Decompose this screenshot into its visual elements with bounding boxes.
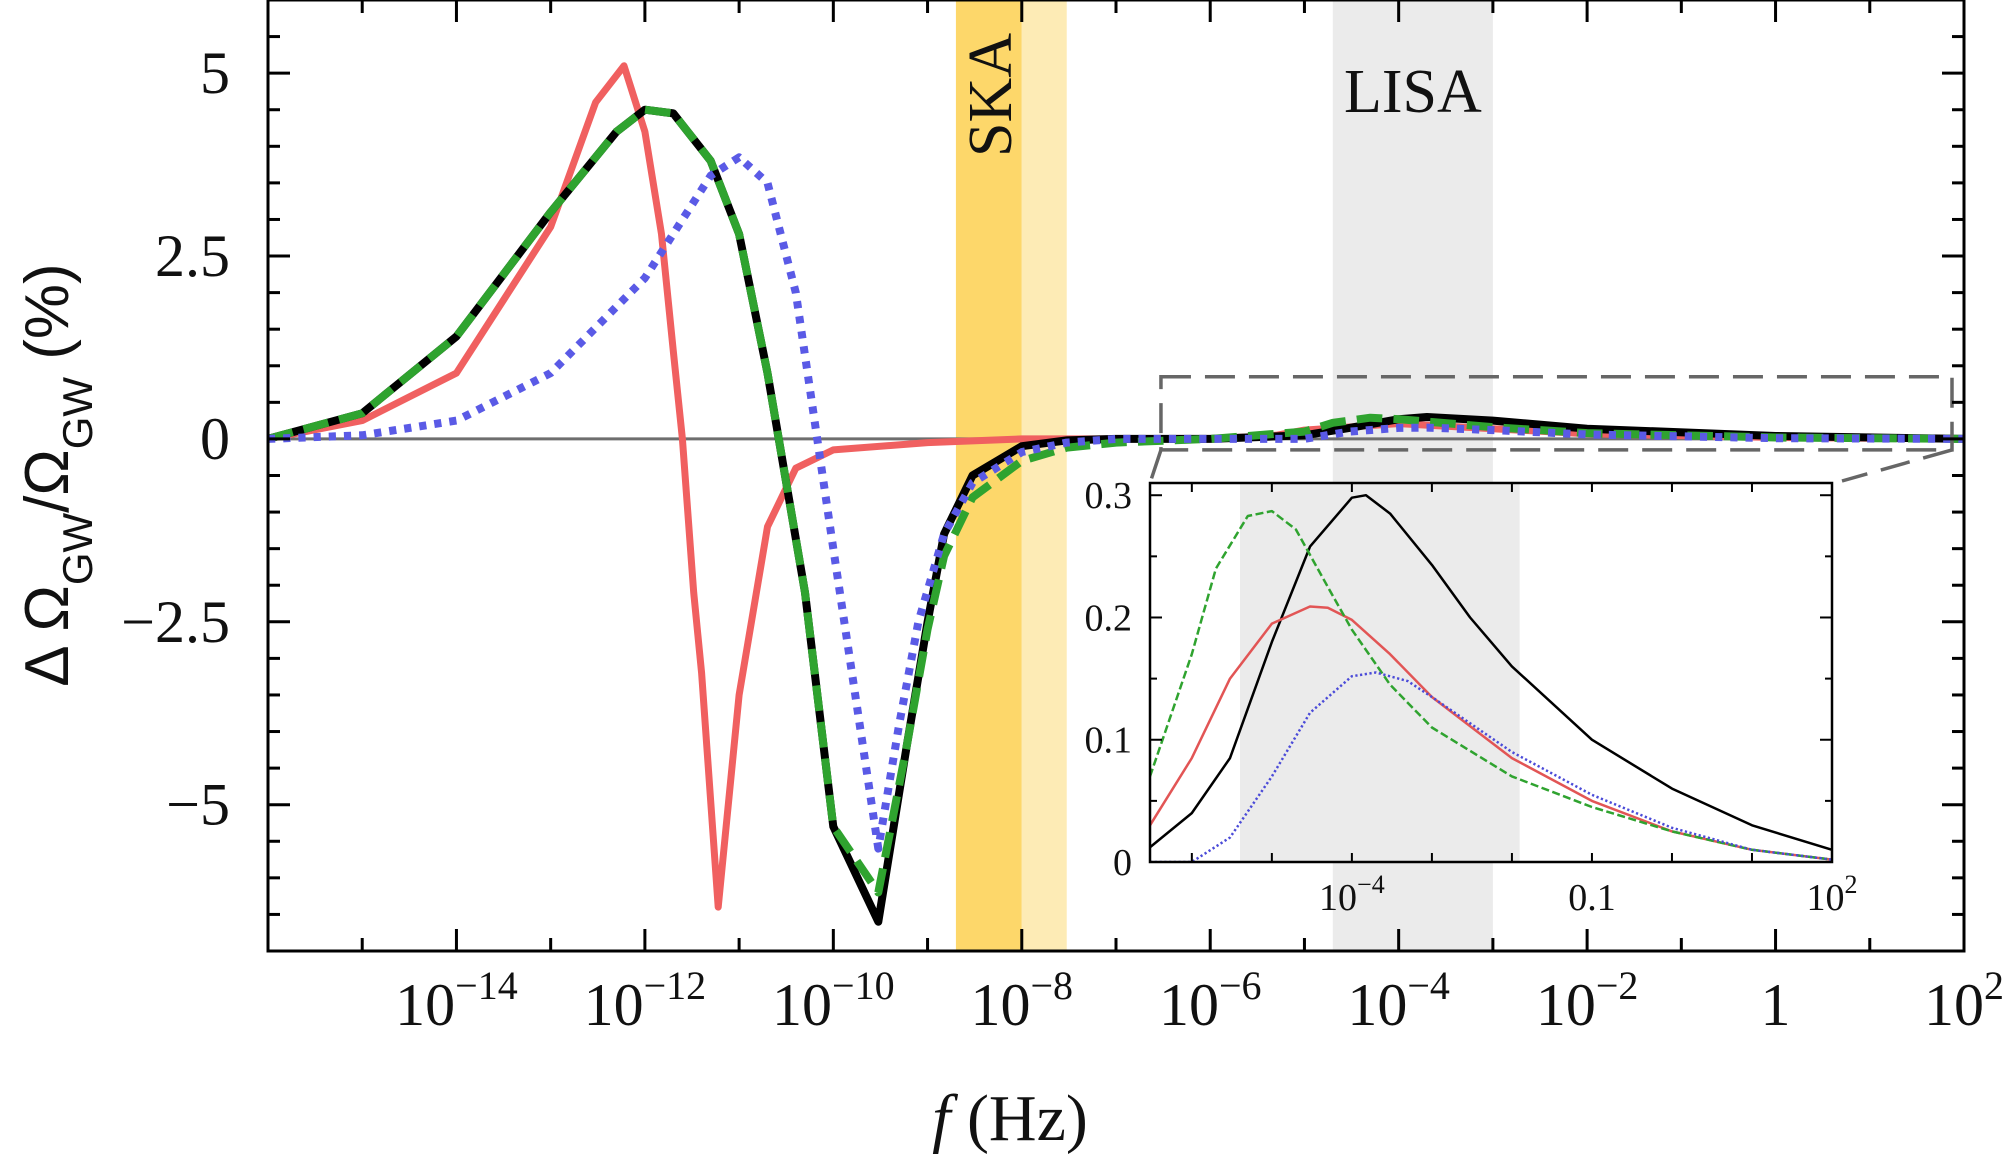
x-tick-label: 10−8 [970,963,1073,1038]
y-axis-label-group: Δ ΩGW/ΩGW (%) [13,263,101,686]
band-label-ska: SKA [957,33,1025,157]
x-tick-label: 10−6 [1159,963,1262,1038]
inset-series-0 [1150,493,1832,851]
main-tick-labels: 10−14 10−12 10−10 10−8 10−6 10−4 10−2 1 102 5 2.5 0… [121,40,2004,1038]
x-tick-label: 10−12 [584,963,707,1038]
y-tick-label: −5 [166,772,230,838]
x-tick-label: 10−2 [1536,963,1639,1038]
x-tick-label: 102 [1924,963,2004,1038]
x-tick-label: 10−14 [395,963,518,1038]
main-series-3 [267,153,1965,853]
inset-y-tick-label: 0.2 [1085,597,1133,639]
x-axis-label: f (Hz) [932,1082,1088,1155]
inset-y-tick-label: 0.3 [1085,475,1133,517]
y-tick-label: 5 [200,40,230,106]
x-tick-label: 10−4 [1347,963,1450,1038]
band-0 [955,0,1022,951]
inset-y-tick-label: 0 [1113,842,1132,884]
band-1 [1021,0,1067,951]
inset-frame [1148,481,1834,864]
x-tick-label: 10−10 [772,963,895,1038]
y-axis-label: Δ ΩGW/ΩGW (%) [13,263,101,686]
main-ticks [266,0,1966,953]
inset-series [1150,493,1832,862]
inset-y-tick-label: 0.1 [1085,720,1133,762]
inset-x-tick-label: 0.1 [1568,877,1616,919]
inset-connector-right [1841,448,1953,483]
y-tick-label: 0 [200,406,230,472]
inset-series-1 [1150,605,1832,861]
band-label-lisa: LISA [1344,58,1482,126]
main-series [266,62,1965,926]
inset-plot: 10−4 0.1 102 0.3 0.2 0.1 0 [1085,475,1858,919]
y-tick-label: 2.5 [155,223,230,289]
main-series-2 [266,105,1965,897]
inset-connector-left [1148,449,1163,484]
inset-series-2 [1150,509,1832,861]
inset-x-tick-label: 102 [1807,870,1858,919]
inset-marker [1148,374,1954,484]
x-tick-label: 1 [1761,972,1791,1038]
inset-series-3 [1150,671,1832,862]
inset-x-tick-label: 10−4 [1319,870,1385,919]
y-tick-label: −2.5 [121,589,230,655]
inset-marker-box [1159,374,1954,452]
band-labels: SKA LISA [957,33,1482,157]
